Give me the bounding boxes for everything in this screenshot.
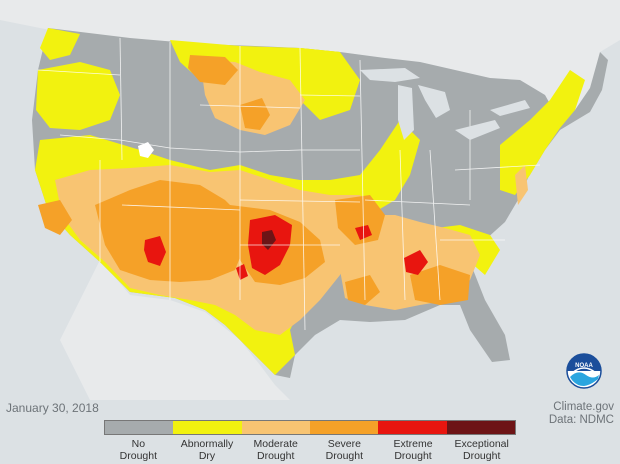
credit-data: Data: NDMC	[548, 414, 614, 426]
map-date: January 30, 2018	[6, 401, 99, 415]
state-borders	[37, 37, 541, 331]
legend-swatch-moderate	[241, 421, 310, 434]
legend-label-line: Dry	[198, 450, 216, 462]
legend-label-line: Extreme	[393, 438, 433, 450]
legend-label-line: Drought	[257, 450, 295, 462]
legend-label-abnormally-dry: Abnormally Dry	[173, 438, 242, 462]
legend-label-moderate: Moderate Drought	[241, 438, 310, 462]
legend-swatch-exceptional	[446, 421, 515, 434]
legend-swatch-extreme	[378, 421, 447, 434]
credit-source: Climate.gov	[553, 401, 614, 413]
noaa-logo-text: NOAA	[575, 363, 593, 369]
legend-label-line: Moderate	[253, 438, 298, 450]
legend-swatch-abnormally-dry	[173, 421, 242, 434]
legend-label-exceptional: Exceptional Drought	[447, 438, 516, 462]
legend-label-line: Drought	[394, 450, 432, 462]
canada-land	[0, 0, 620, 122]
noaa-logo-icon: NOAA	[566, 353, 602, 389]
mexico-land	[60, 260, 290, 400]
legend-label-no-drought: No Drought	[104, 438, 173, 462]
legend-labels: No Drought Abnormally Dry Moderate Droug…	[104, 438, 516, 462]
legend-label-line: Drought	[463, 450, 501, 462]
legend-label-line: Drought	[325, 450, 364, 462]
legend-swatch-severe	[309, 421, 379, 434]
great-lakes	[360, 68, 530, 140]
map-credit: Climate.gov Data: NDMC	[549, 401, 614, 427]
legend-label-severe: Severe Drought	[310, 438, 379, 462]
legend-label-line: Abnormally	[180, 438, 234, 450]
legend-label-line: Severe	[327, 438, 361, 450]
legend-label-line: Exceptional	[454, 438, 509, 450]
legend-label-line: No	[131, 438, 146, 450]
drought-legend: No Drought Abnormally Dry Moderate Droug…	[104, 420, 516, 462]
legend-label-extreme: Extreme Drought	[379, 438, 448, 462]
legend-swatch-no-drought	[105, 421, 174, 434]
legend-label-line: Drought	[119, 450, 158, 462]
legend-color-bar	[104, 420, 516, 435]
no-data-patch	[138, 142, 154, 158]
drought-map	[0, 0, 620, 400]
